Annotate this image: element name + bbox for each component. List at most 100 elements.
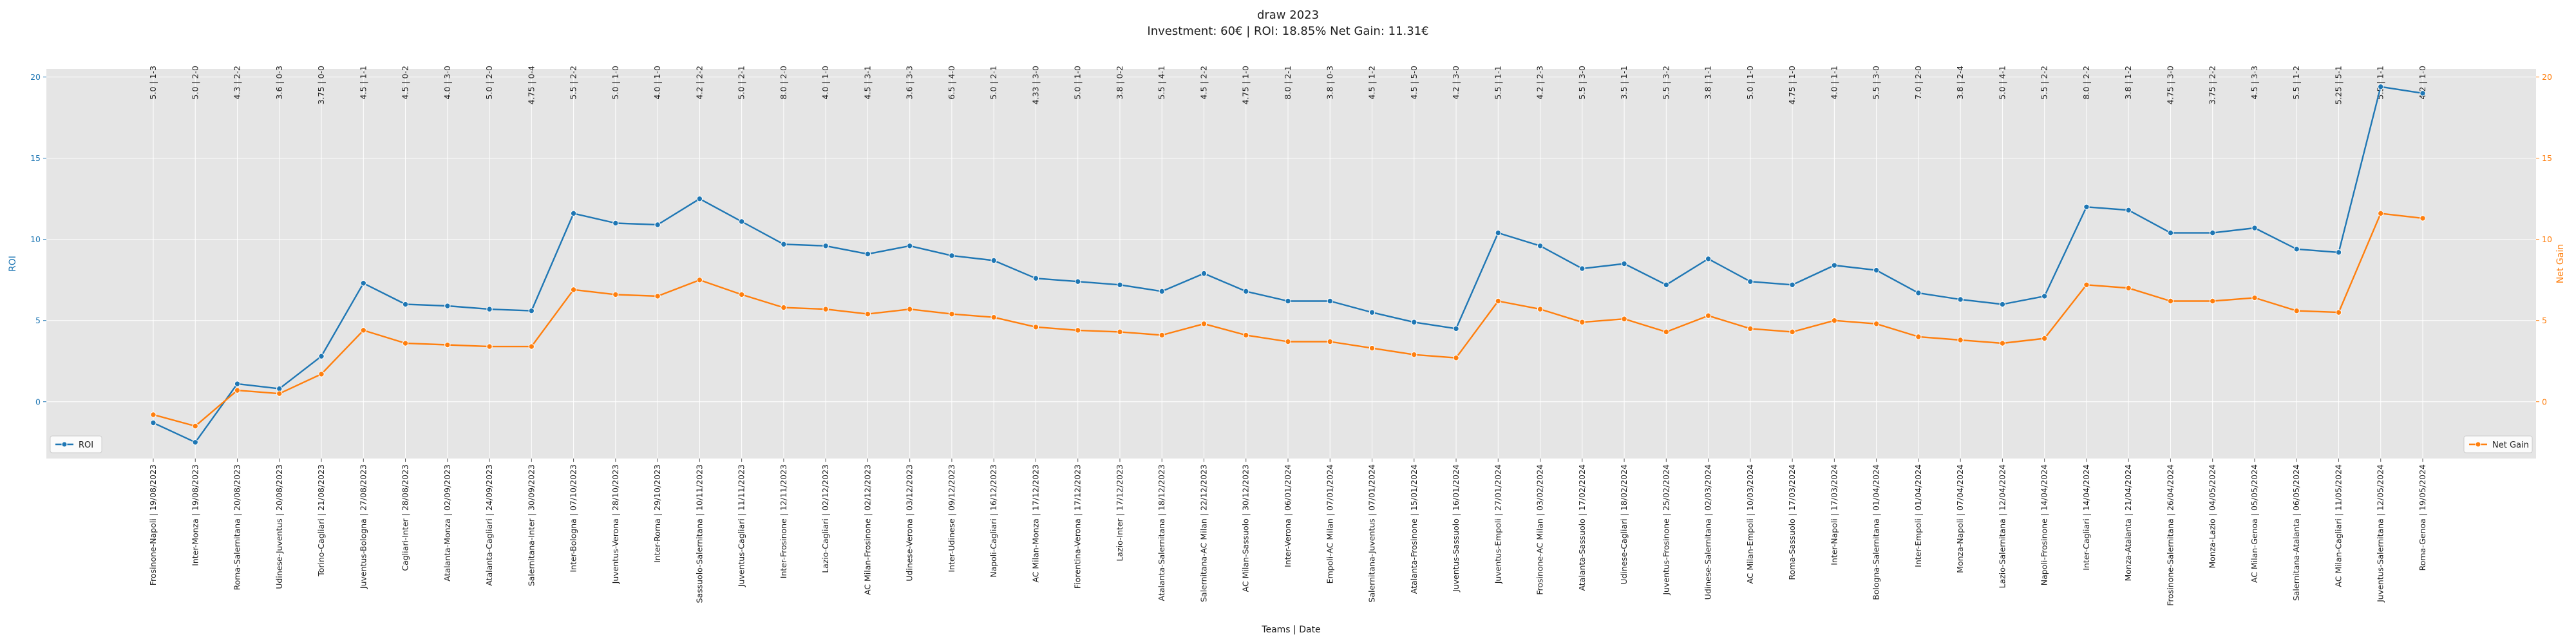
x-tick-label: Monza-Napoli | 07/04/2024: [1955, 464, 1965, 573]
point-net-gain: [2125, 285, 2132, 292]
point-net-gain: [696, 277, 703, 283]
legend-box: [2463, 435, 2533, 453]
x-tick-label: Lazio-Cagliari | 02/12/2023: [820, 464, 830, 573]
point-net-gain: [2210, 298, 2216, 305]
point-roi: [1705, 256, 1712, 262]
point-net-gain: [1537, 306, 1544, 312]
point-roi: [1453, 325, 1459, 332]
x-tick-label: AC Milan-Frosinone | 02/12/2023: [862, 464, 872, 595]
match-annotation: 3.8 | 1-2: [2123, 66, 2133, 99]
point-roi: [654, 222, 661, 228]
x-tick-label: AC Milan-Genoa | 05/05/2024: [2249, 464, 2259, 583]
x-tick-label: Torino-Cagliari | 21/08/2023: [316, 464, 326, 577]
right-axis-ticks: 0 5 10 15 20: [2536, 72, 2552, 406]
point-net-gain: [1327, 338, 1333, 345]
point-net-gain: [528, 343, 535, 350]
match-annotation: 5.5 | 3-0: [1871, 66, 1881, 100]
x-tick-label: Roma-Sassuolo | 17/03/2024: [1787, 464, 1797, 580]
x-tick-label: Atalanta-Salernitana | 18/12/2023: [1157, 464, 1166, 601]
y-axis-label-right: Net Gain: [2555, 244, 2566, 283]
point-net-gain: [570, 287, 577, 293]
point-net-gain: [949, 310, 955, 317]
point-net-gain: [2335, 309, 2342, 316]
point-net-gain: [1032, 324, 1039, 330]
x-tick-label: AC Milan-Sassuolo | 30/12/2023: [1241, 464, 1251, 592]
right-tick-label: 0: [2542, 397, 2547, 406]
point-roi: [1327, 298, 1333, 305]
point-net-gain: [444, 341, 451, 348]
point-net-gain: [1200, 321, 1208, 327]
right-tick-label: 10: [2542, 234, 2552, 244]
x-tick-label: Monza-Atalanta | 21/04/2024: [2123, 464, 2133, 582]
x-tick-label: Monza-Lazio | 04/05/2024: [2208, 464, 2217, 569]
chart-title: draw 2023: [1257, 8, 1319, 22]
match-annotation: 3.6 | 3-3: [905, 66, 914, 99]
x-tick-label: Bologna-Salernitana | 01/04/2024: [1871, 464, 1881, 600]
x-tick-label: Inter-Empoli | 01/04/2024: [1913, 464, 1923, 567]
point-roi: [1537, 243, 1544, 249]
x-tick-label: Lazio-Inter | 17/12/2023: [1115, 464, 1124, 562]
left-axis-ticks: 0 5 10 15 20: [30, 72, 46, 406]
x-tick-label: Juventus-Salernitana | 12/05/2024: [2376, 464, 2385, 603]
legend-label-net-gain: Net Gain: [2492, 440, 2529, 450]
point-roi: [1663, 281, 1670, 288]
point-net-gain: [1999, 340, 2006, 346]
point-net-gain: [654, 293, 661, 299]
point-roi: [1957, 296, 1964, 303]
x-tick-label: Napoli-Cagliari | 16/12/2023: [989, 464, 998, 578]
point-net-gain: [1915, 334, 1922, 340]
match-annotation: 5.0 | 2-1: [989, 66, 998, 99]
point-net-gain: [192, 422, 198, 430]
point-roi: [1243, 288, 1249, 295]
match-annotation: 5.5 | 2-2: [2040, 66, 2049, 99]
point-roi: [150, 419, 156, 426]
x-tick-label: AC Milan-Empoli | 10/03/2024: [1745, 464, 1755, 584]
point-roi: [1621, 260, 1627, 267]
point-roi: [2041, 293, 2048, 299]
legend-roi: ROI: [50, 435, 102, 453]
match-annotation: 5.5 | 1-2: [2291, 66, 2301, 99]
point-roi: [528, 307, 535, 314]
x-tick-label: Fiorentina-Verona | 17/12/2023: [1073, 464, 1083, 589]
point-roi: [2251, 225, 2258, 231]
x-tick-label: Inter-Verona | 06/01/2024: [1283, 464, 1293, 567]
match-annotation: 4.2 | 3-0: [1451, 66, 1461, 100]
match-annotation: 4.0 | 1-0: [652, 66, 662, 100]
match-annotation: 3.5 | 1-1: [1619, 66, 1629, 99]
x-tick-label: AC Milan-Cagliari | 11/05/2024: [2333, 464, 2343, 587]
point-roi: [2167, 229, 2174, 236]
point-roi: [1999, 301, 2006, 308]
x-tick-label: Salernitana-AC Milan | 22/12/2023: [1198, 464, 1208, 602]
match-annotation: 5.0 | 4-1: [1997, 66, 2007, 99]
match-annotation: 5.5 | 1-1: [2376, 66, 2385, 99]
x-tick-label: Salernitana-Inter | 30/09/2023: [526, 464, 536, 586]
match-annotation: 4.2 | 2-3: [1535, 66, 1545, 99]
point-roi: [864, 251, 871, 258]
x-tick-label: Juventus-Verona | 28/10/2023: [611, 464, 620, 584]
match-annotation: 5.5 | 2-2: [569, 66, 578, 99]
point-roi: [2125, 207, 2132, 214]
point-net-gain: [1285, 338, 1291, 345]
chart-subtitle: Investment: 60€ | ROI: 18.85% Net Gain: …: [1147, 24, 1428, 38]
point-net-gain: [486, 343, 493, 350]
x-tick-label: Atalanta-Cagliari | 24/09/2023: [484, 464, 494, 586]
match-annotation: 3.8 | 0-2: [1115, 66, 1124, 99]
point-net-gain: [1957, 337, 1964, 343]
legend-swatch-marker-net-gain: [2475, 441, 2481, 448]
x-tick-label: Sassuolo-Salernitana | 10/11/2023: [694, 464, 704, 603]
match-annotation: 4.0 | 1-1: [1829, 66, 1839, 99]
point-roi: [1411, 319, 1417, 325]
point-net-gain: [990, 314, 997, 321]
point-net-gain: [781, 304, 787, 311]
legend-box: [50, 435, 102, 453]
point-roi: [1915, 290, 1922, 296]
match-annotation: 3.8 | 0-3: [1325, 66, 1334, 99]
left-tick-label: 20: [30, 72, 41, 82]
x-tick-label: Inter-Udinese | 09/12/2023: [947, 464, 956, 573]
point-roi: [696, 195, 703, 202]
point-roi: [570, 210, 577, 217]
point-roi: [990, 257, 997, 264]
point-roi: [1495, 229, 1501, 236]
match-annotation: 5.0 | 1-0: [1745, 66, 1755, 100]
match-annotation: 4.5 | 3-1: [862, 66, 872, 99]
